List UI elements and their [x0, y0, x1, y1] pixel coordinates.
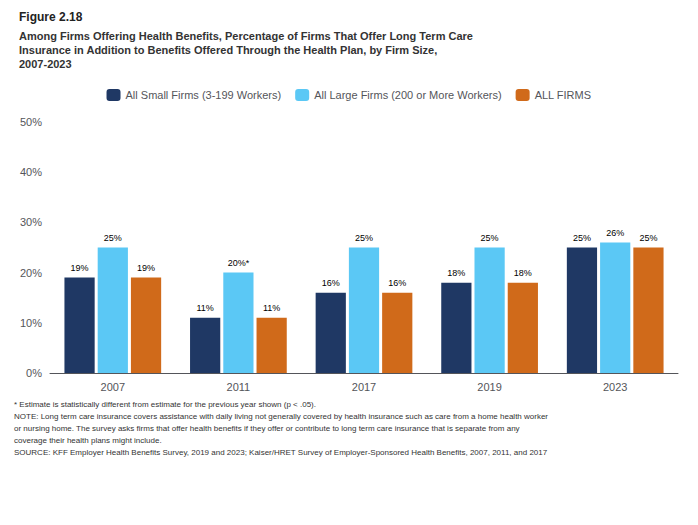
svg-text:16%: 16% [388, 278, 406, 288]
svg-text:25%: 25% [104, 233, 122, 243]
svg-text:30%: 30% [20, 216, 42, 228]
svg-text:2011: 2011 [227, 381, 251, 393]
svg-text:25%: 25% [355, 233, 373, 243]
svg-text:* Estimate is statistically di: * Estimate is statistically different fr… [14, 400, 316, 409]
svg-text:20%*: 20%* [228, 258, 250, 268]
svg-text:26%: 26% [606, 228, 624, 238]
svg-text:25%: 25% [639, 233, 657, 243]
svg-text:Among Firms Offering Health Be: Among Firms Offering Health Benefits, Pe… [19, 30, 473, 42]
svg-text:Insurance in Addition to Benef: Insurance in Addition to Benefits Offere… [19, 44, 437, 56]
svg-text:11%: 11% [196, 303, 213, 313]
svg-text:2007: 2007 [101, 381, 125, 393]
svg-text:18%: 18% [514, 268, 532, 278]
svg-text:or nursing home. The survey as: or nursing home. The survey asks firms t… [14, 424, 520, 433]
svg-text:ALL FIRMS: ALL FIRMS [535, 89, 591, 101]
svg-text:NOTE: Long term care insurance: NOTE: Long term care insurance covers as… [14, 412, 548, 421]
svg-text:19%: 19% [71, 263, 89, 273]
svg-text:2007-2023: 2007-2023 [19, 58, 72, 70]
svg-text:2019: 2019 [477, 381, 501, 393]
svg-text:All Large Firms (200 or More W: All Large Firms (200 or More Workers) [314, 89, 501, 101]
svg-text:Figure 2.18: Figure 2.18 [19, 10, 83, 24]
svg-text:10%: 10% [20, 317, 42, 329]
svg-text:19%: 19% [137, 263, 155, 273]
svg-text:25%: 25% [481, 233, 499, 243]
svg-text:coverage their health plans mi: coverage their health plans might includ… [14, 436, 162, 445]
svg-text:0%: 0% [26, 367, 42, 379]
svg-text:50%: 50% [20, 116, 42, 128]
svg-text:2017: 2017 [352, 381, 376, 393]
svg-text:SOURCE: KFF Employer Health Be: SOURCE: KFF Employer Health Benefits Sur… [14, 448, 548, 457]
svg-text:All Small Firms (3-199 Workers: All Small Firms (3-199 Workers) [126, 89, 282, 101]
svg-text:20%: 20% [20, 267, 42, 279]
svg-text:18%: 18% [447, 268, 465, 278]
svg-text:16%: 16% [322, 278, 340, 288]
svg-text:2023: 2023 [603, 381, 627, 393]
svg-text:25%: 25% [573, 233, 591, 243]
svg-text:11%: 11% [263, 303, 280, 313]
svg-text:40%: 40% [20, 166, 42, 178]
